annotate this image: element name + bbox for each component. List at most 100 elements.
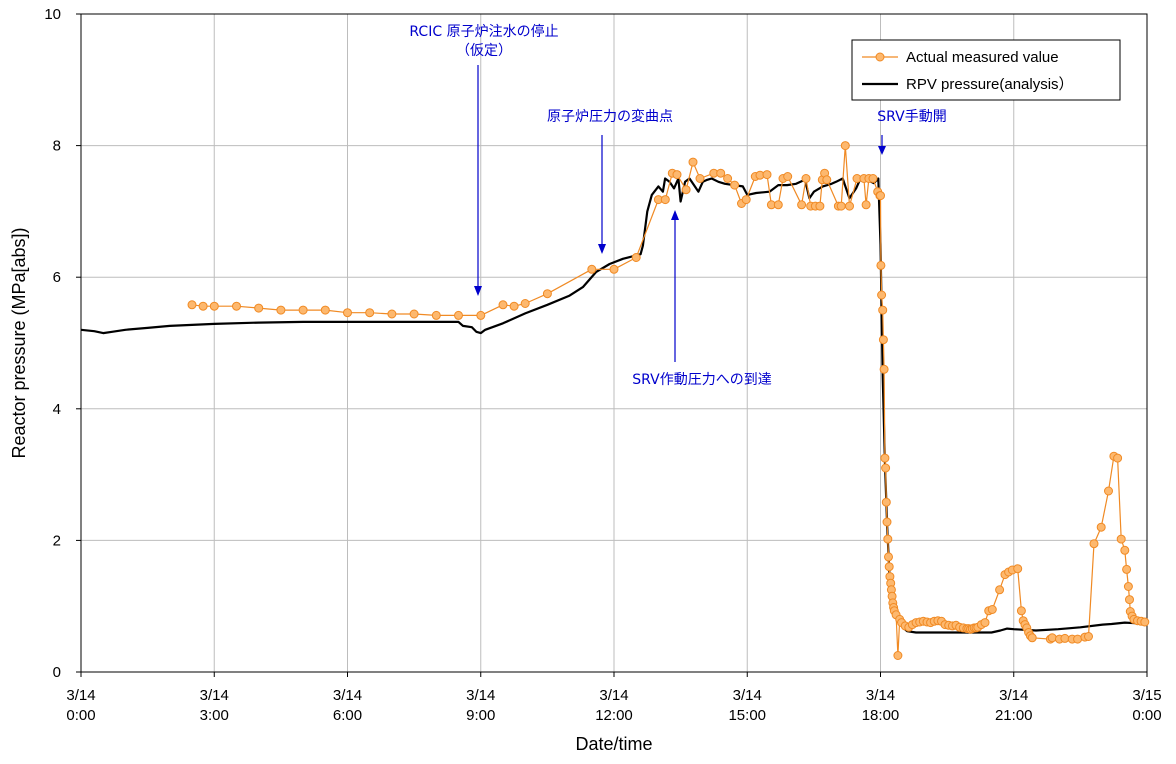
measured-point [499, 301, 507, 309]
measured-point [1085, 633, 1093, 641]
measured-point [321, 306, 329, 314]
measured-point [823, 176, 831, 184]
measured-point [210, 302, 218, 310]
measured-point [882, 464, 890, 472]
x-tick-label-time: 3:00 [200, 707, 229, 724]
measured-point [883, 518, 891, 526]
measured-point [988, 606, 996, 614]
measured-point [477, 311, 485, 319]
measured-point [724, 175, 732, 183]
x-tick-label-date: 3/14 [866, 687, 895, 704]
legend-analysis-label: RPV pressure(analysis） [906, 76, 1074, 93]
legend: Actual measured value RPV pressure(analy… [852, 40, 1120, 100]
x-tick-label-time: 15:00 [728, 707, 766, 724]
measured-point [877, 192, 885, 200]
annotation-rcic-line1: RCIC 原子炉注水の停止 [409, 23, 558, 40]
measured-point [894, 652, 902, 660]
measured-point [1061, 634, 1069, 642]
measured-point [410, 310, 418, 318]
measured-point [432, 311, 440, 319]
measured-point [1097, 523, 1105, 531]
measured-point [798, 201, 806, 209]
y-axis-title: Reactor pressure (MPa[abs]) [9, 227, 29, 458]
annotation-srv-reach: SRV作動圧力への到達 [632, 372, 771, 388]
measured-point [610, 265, 618, 273]
y-tick-label: 8 [53, 138, 61, 155]
measured-point [802, 175, 810, 183]
measured-point [1124, 583, 1132, 591]
measured-point [731, 181, 739, 189]
measured-point [996, 586, 1004, 594]
measured-point [885, 553, 893, 561]
measured-point [846, 202, 854, 210]
measured-point [689, 158, 697, 166]
y-tick-label: 2 [53, 532, 61, 549]
measured-point [277, 306, 285, 314]
measured-point [862, 201, 870, 209]
measured-point [661, 196, 669, 204]
annotation-srv-open: SRV手動開 [877, 109, 946, 125]
measured-point [784, 173, 792, 181]
measured-point [299, 306, 307, 314]
y-tick-label: 10 [44, 6, 61, 23]
measured-point [1114, 454, 1122, 462]
y-tick-label: 0 [53, 664, 61, 681]
measured-point [879, 306, 887, 314]
x-tick-label-date: 3/14 [466, 687, 495, 704]
x-tick-label-time: 0:00 [1132, 707, 1161, 724]
measured-point [1117, 535, 1125, 543]
x-tick-label-time: 12:00 [595, 707, 633, 724]
measured-point [510, 302, 518, 310]
measured-point [1141, 618, 1149, 626]
measured-point [878, 291, 886, 299]
measured-point [1105, 487, 1113, 495]
x-axis-title: Date/time [575, 734, 652, 754]
measured-point [837, 202, 845, 210]
x-tick-label-time: 0:00 [66, 707, 95, 724]
measured-point [884, 535, 892, 543]
x-tick-label-date: 3/14 [66, 687, 95, 704]
measured-point [588, 265, 596, 273]
measured-point [455, 311, 463, 319]
measured-point [233, 302, 241, 310]
measured-point [1028, 634, 1036, 642]
measured-point [877, 261, 885, 269]
measured-point [255, 304, 263, 312]
x-tick-label-date: 3/14 [200, 687, 229, 704]
measured-point [774, 201, 782, 209]
legend-measured-label: Actual measured value [906, 49, 1059, 66]
measured-point [682, 186, 690, 194]
measured-point [1074, 635, 1082, 643]
x-tick-label-time: 18:00 [862, 707, 900, 724]
x-tick-label-time: 6:00 [333, 707, 362, 724]
measured-point [869, 175, 877, 183]
measured-point [1014, 565, 1022, 573]
measured-point [543, 290, 551, 298]
measured-point [841, 142, 849, 150]
measured-point [882, 498, 890, 506]
measured-point [1090, 540, 1098, 548]
measured-point [344, 309, 352, 317]
x-tick-label-date: 3/14 [733, 687, 762, 704]
x-tick-label-date: 3/14 [599, 687, 628, 704]
measured-point [188, 301, 196, 309]
x-tick-label-time: 9:00 [466, 707, 495, 724]
measured-point [816, 202, 824, 210]
y-tick-label: 6 [53, 269, 61, 286]
measured-point [981, 619, 989, 627]
x-tick-label-date: 3/15 [1132, 687, 1161, 704]
x-tick-label-time: 21:00 [995, 707, 1033, 724]
measured-point [1048, 634, 1056, 642]
measured-point [880, 365, 888, 373]
measured-point [881, 454, 889, 462]
measured-point [717, 169, 725, 177]
measured-point [885, 563, 893, 571]
measured-point [696, 175, 704, 183]
legend-measured-marker [876, 53, 884, 61]
measured-point [199, 302, 207, 310]
annotation-inflection: 原子炉圧力の変曲点 [547, 108, 673, 125]
measured-point [1123, 565, 1131, 573]
measured-point [673, 171, 681, 179]
annotation-rcic-line2: （仮定） [456, 43, 512, 59]
